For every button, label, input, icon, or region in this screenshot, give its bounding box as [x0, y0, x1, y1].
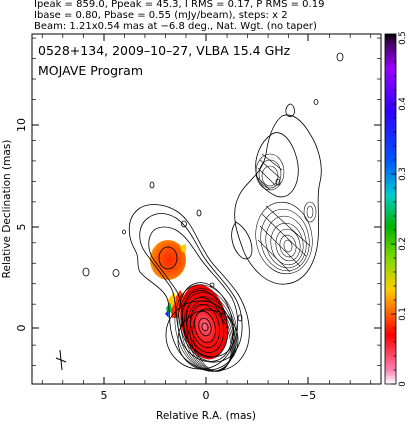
header-line-1: Ipeak = 859.0, Ppeak = 45.3, I RMS = 0.1…: [34, 0, 325, 10]
header-line-3: Beam: 1.21x0.54 mas at −6.8 deg., Nat. W…: [34, 21, 317, 32]
colorbar-tick-labels: 0 0.1 0.2 0.3 0.4 0.5: [398, 31, 408, 386]
knot-polarization-color: [150, 240, 186, 280]
y-tick-label: 10: [15, 118, 28, 132]
x-axis-label: Relative R.A. (mas): [156, 410, 256, 422]
colorbar-tick-label: 0.3: [398, 167, 408, 181]
jet-contours: [231, 103, 322, 285]
colorbar-tick-label: 0.1: [398, 307, 408, 321]
beam-cross: [55, 349, 67, 371]
colorbar-tick-label: 0: [398, 381, 408, 386]
x-tick-label: −5: [300, 389, 316, 402]
y-axis-label: Relative Declination (mas): [1, 140, 13, 279]
colorbar-tick-label: 0.5: [398, 31, 408, 45]
x-tick-label: 5: [101, 389, 108, 402]
colorbar: [384, 33, 397, 385]
jet-knot-contours: [255, 153, 317, 275]
x-tick-labels: 5 0 −5: [101, 389, 317, 402]
map-title: 0528+134, 2009–10–27, VLBA 15.4 GHz: [38, 43, 291, 58]
core-polarization-contours: [174, 284, 238, 372]
header-line-2: Ibase = 0.80, Pbase = 0.55 (mJy/beam), s…: [34, 10, 288, 21]
y-tick-labels: 0 5 10: [15, 118, 28, 332]
map-content: [55, 52, 344, 372]
colorbar-tick-label: 0.2: [398, 237, 408, 251]
y-tick-label: 0: [15, 325, 28, 332]
colorbar-ticks: [391, 33, 396, 385]
program-label: MOJAVE Program: [38, 63, 143, 78]
x-tick-label: 0: [203, 389, 210, 402]
axis-minor-ticks: [32, 34, 381, 384]
axis-ticks: [32, 34, 381, 384]
colorbar-tick-label: 0.4: [398, 97, 408, 111]
y-tick-label: 5: [15, 224, 28, 231]
isolated-contours: [82, 52, 344, 322]
